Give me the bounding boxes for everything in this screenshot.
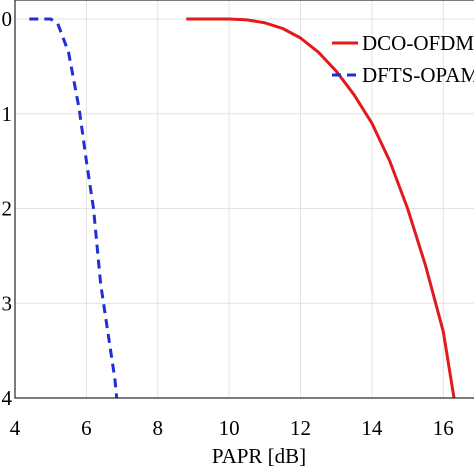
y-tick-label: 1 (2, 102, 13, 126)
series-line-dfts-opam (29, 17, 119, 399)
x-tick-label: 14 (361, 416, 383, 440)
legend: DCO-OFDM DFTS-OPAM (332, 31, 474, 87)
x-axis-title: PAPR [dB] (212, 444, 306, 468)
y-tick-label: 4 (2, 386, 13, 410)
x-tick-label: 6 (81, 416, 92, 440)
x-tick-label: 16 (433, 416, 454, 440)
y-tick-labels: 0 1 2 3 4 (2, 7, 13, 410)
x-tick-label: 8 (153, 416, 164, 440)
y-tick-label: 3 (2, 291, 13, 315)
x-tick-label: 12 (290, 416, 311, 440)
x-tick-label: 10 (219, 416, 240, 440)
series-lines (29, 17, 456, 399)
y-tick-label: 2 (2, 197, 13, 221)
legend-label-dfts-opam: DFTS-OPAM (362, 63, 474, 87)
x-tick-labels: 4 6 8 10 12 14 16 (10, 416, 454, 440)
plot-frame (14, 0, 474, 399)
legend-label-dco-ofdm: DCO-OFDM (362, 31, 474, 55)
x-tick-label: 4 (10, 416, 21, 440)
series-line-dco-ofdm (186, 17, 456, 399)
y-tick-label: 0 (2, 7, 13, 31)
